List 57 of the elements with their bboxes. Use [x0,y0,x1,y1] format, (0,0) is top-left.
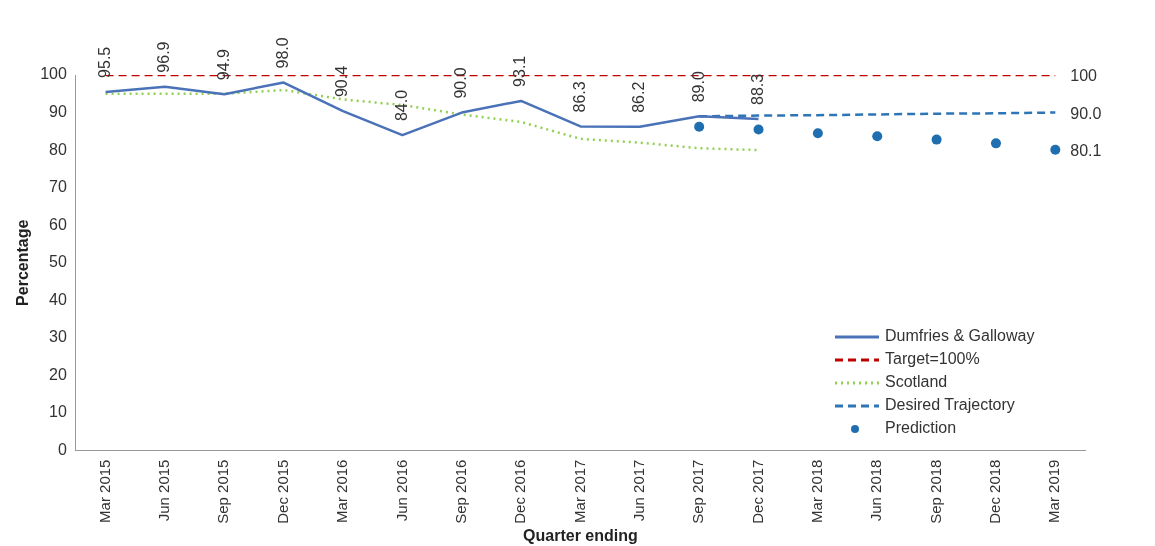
data-label: 94.9 [214,48,232,81]
point [812,128,823,139]
x-tick-label: Dec 2016 [511,459,529,524]
y-tick-label: 70 [49,178,67,196]
y-tick-label: 20 [49,365,67,383]
point [753,124,764,135]
y-tick-label: 80 [49,140,67,158]
x-tick-label: Mar 2016 [333,459,351,523]
y-tick-label: 0 [57,440,67,458]
x-tick-label: Jun 2018 [867,459,885,522]
y-tick-label: 10 [49,403,67,421]
x-tick-label: Sep 2016 [451,459,469,524]
data-label: 98.0 [274,37,292,69]
legend-label: Desired Trajectory [885,396,1015,414]
x-tick-label: Mar 2017 [570,459,588,523]
x-tick-label: Mar 2015 [95,459,113,523]
point [990,138,1001,149]
x-tick-label: Dec 2015 [273,459,291,524]
data-label: 88.3 [748,73,766,105]
y-tick-label: 40 [49,290,67,308]
y-tick-label: 50 [49,253,67,271]
x-tick-label: Dec 2017 [748,459,766,524]
point [1050,144,1061,155]
x-tick-label: Mar 2019 [1045,459,1063,523]
legend-label: Dumfries & Galloway [885,327,1035,345]
x-tick-label: Jun 2015 [155,459,173,522]
point [872,131,883,142]
data-label: 100 [1070,67,1098,85]
data-label: 80.1 [1070,142,1102,160]
y-tick-label: 30 [49,328,67,346]
x-tick-label: Jun 2016 [392,459,410,522]
y-tick-label: 100 [40,65,67,83]
legend-label: Prediction [885,419,957,437]
data-label: 90.0 [1070,104,1102,122]
point [931,134,942,145]
x-tick-label: Sep 2017 [689,459,707,524]
x-tick-label: Jun 2017 [629,459,647,522]
x-tick-label: Sep 2018 [926,459,944,524]
data-label: 90.0 [452,67,470,99]
data-label: 89.0 [689,71,707,103]
y-axis-title: Percentage [14,219,32,306]
x-tick-label: Mar 2018 [808,459,826,523]
x-tick-label: Sep 2015 [214,459,232,524]
data-label: 93.1 [511,55,529,87]
data-label: 84.0 [392,89,410,122]
data-label: 90.4 [333,65,351,98]
data-label: 86.2 [630,81,648,113]
y-tick-label: 60 [49,215,67,233]
data-label: 96.9 [155,41,173,73]
point [694,121,705,132]
data-label: 95.5 [95,46,113,78]
legend-label: Scotland [885,373,948,391]
x-axis-title: Quarter ending [523,526,638,544]
y-tick-label: 90 [49,102,67,120]
x-tick-label: Dec 2018 [986,459,1004,524]
data-label: 86.3 [570,81,588,113]
legend-label: Target=100% [885,350,980,368]
